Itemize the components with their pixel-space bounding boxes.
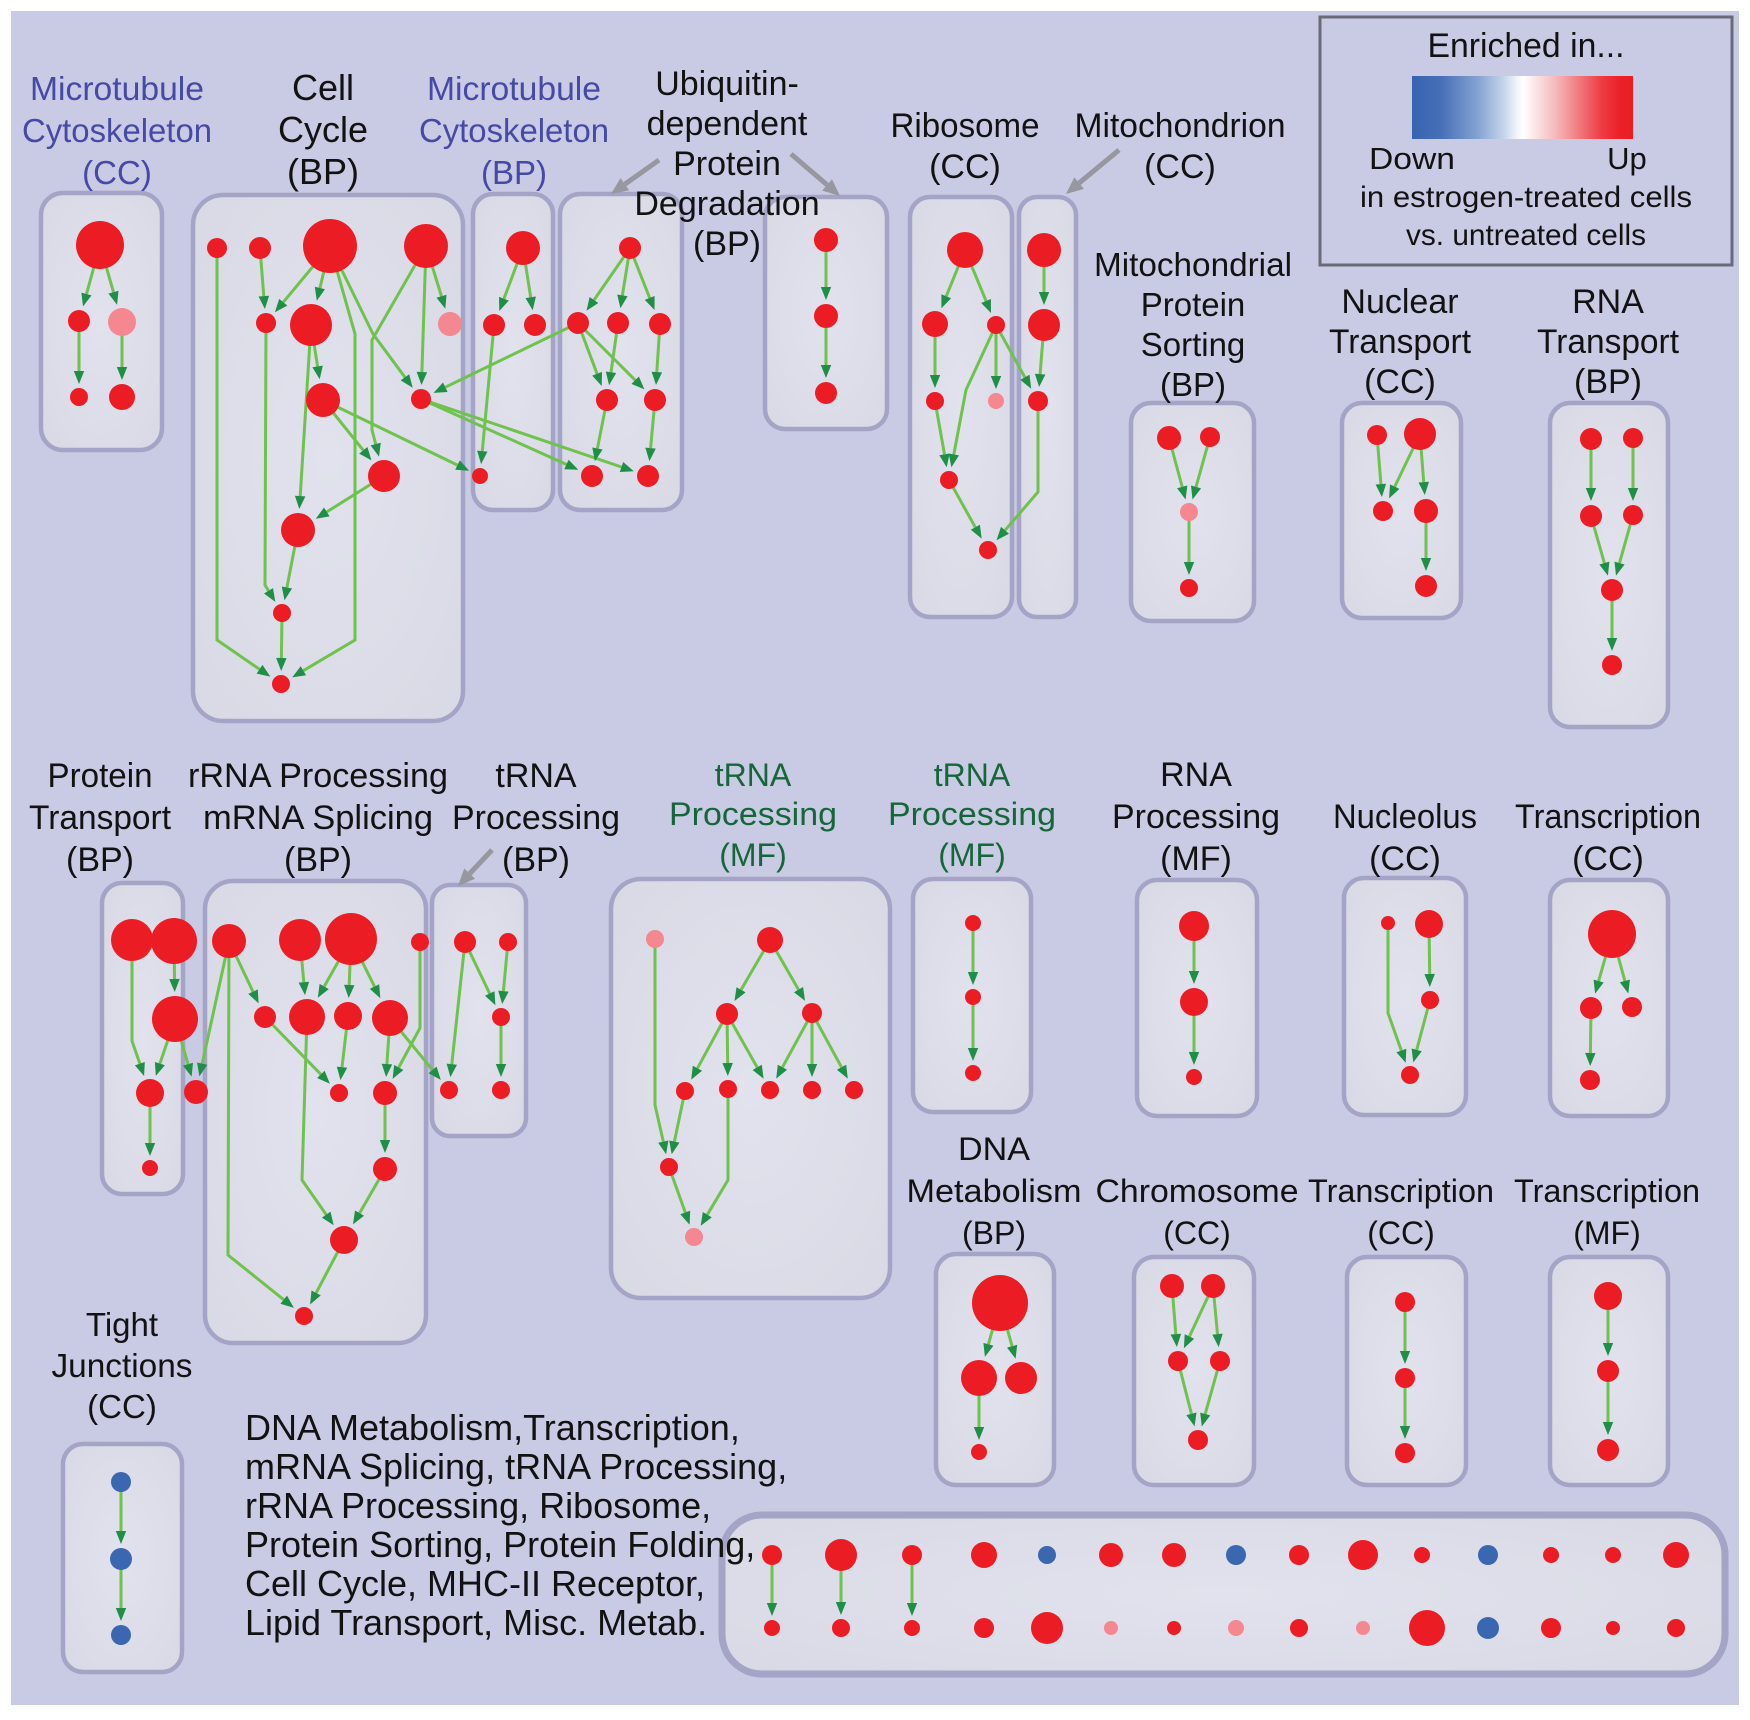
svg-text:mRNA Splicing: mRNA Splicing: [203, 799, 433, 837]
svg-text:(BP): (BP): [502, 841, 570, 879]
svg-text:Processing: Processing: [888, 796, 1056, 832]
svg-text:Lipid Transport, Misc. Metab.: Lipid Transport, Misc. Metab.: [245, 1602, 707, 1643]
svg-text:Cytoskeleton: Cytoskeleton: [419, 112, 609, 149]
svg-text:Enriched in...: Enriched in...: [1428, 27, 1625, 65]
svg-text:Down: Down: [1369, 141, 1455, 176]
svg-text:RNA: RNA: [1160, 756, 1232, 794]
svg-text:(BP): (BP): [1574, 363, 1642, 401]
svg-text:Ribosome: Ribosome: [891, 107, 1040, 145]
svg-text:rRNA Processing, Ribosome,: rRNA Processing, Ribosome,: [245, 1485, 711, 1526]
svg-text:Up: Up: [1607, 141, 1647, 176]
svg-text:Microtubule: Microtubule: [427, 70, 601, 107]
svg-text:Tight: Tight: [86, 1306, 158, 1343]
svg-text:Transport: Transport: [1329, 323, 1472, 361]
svg-text:tRNA: tRNA: [934, 757, 1011, 793]
svg-text:(CC): (CC): [1364, 363, 1436, 401]
svg-text:mRNA Splicing, tRNA Processing: mRNA Splicing, tRNA Processing,: [245, 1446, 787, 1487]
svg-text:Protein: Protein: [1141, 286, 1246, 323]
svg-text:(MF): (MF): [1160, 840, 1232, 878]
svg-text:tRNA: tRNA: [715, 757, 792, 793]
svg-text:Cytoskeleton: Cytoskeleton: [22, 112, 212, 149]
svg-text:Transcription: Transcription: [1308, 1173, 1494, 1209]
svg-text:RNA: RNA: [1572, 283, 1644, 321]
svg-text:Protein Sorting, Protein Foldi: Protein Sorting, Protein Folding,: [245, 1524, 755, 1565]
svg-text:rRNA Processing: rRNA Processing: [188, 757, 448, 795]
svg-text:vs. untreated cells: vs. untreated cells: [1406, 219, 1646, 252]
svg-text:tRNA: tRNA: [495, 757, 577, 795]
svg-text:Metabolism: Metabolism: [907, 1173, 1082, 1209]
svg-text:(CC): (CC): [82, 154, 152, 191]
svg-text:Transcription: Transcription: [1514, 1173, 1700, 1209]
svg-text:Processing: Processing: [1112, 798, 1280, 836]
svg-text:(BP): (BP): [284, 841, 352, 879]
svg-text:(BP): (BP): [962, 1215, 1026, 1251]
svg-text:(CC): (CC): [1163, 1215, 1231, 1251]
svg-text:Processing: Processing: [452, 799, 620, 837]
svg-text:(BP): (BP): [693, 225, 761, 263]
svg-text:(CC): (CC): [1367, 1215, 1435, 1251]
svg-text:Cell: Cell: [292, 67, 354, 108]
svg-text:(BP): (BP): [481, 154, 547, 191]
svg-text:(BP): (BP): [287, 151, 359, 192]
svg-text:(MF): (MF): [719, 837, 787, 873]
svg-text:Sorting: Sorting: [1141, 326, 1246, 363]
svg-text:Microtubule: Microtubule: [30, 70, 204, 107]
svg-text:Protein: Protein: [673, 145, 781, 183]
svg-text:Chromosome: Chromosome: [1096, 1173, 1299, 1209]
svg-text:Nuclear: Nuclear: [1341, 283, 1458, 321]
svg-text:Ubiquitin-: Ubiquitin-: [655, 65, 799, 103]
svg-text:Transcription: Transcription: [1515, 798, 1701, 836]
svg-text:Transport: Transport: [29, 799, 172, 837]
svg-text:DNA: DNA: [958, 1131, 1031, 1167]
svg-text:(CC): (CC): [87, 1388, 157, 1425]
svg-text:Mitochondrial: Mitochondrial: [1094, 246, 1292, 283]
svg-text:(BP): (BP): [66, 841, 134, 879]
svg-text:DNA Metabolism,Transcription,: DNA Metabolism,Transcription,: [245, 1407, 740, 1448]
svg-text:Protein: Protein: [48, 757, 153, 795]
svg-text:Cycle: Cycle: [278, 109, 368, 150]
svg-text:(CC): (CC): [929, 148, 1001, 186]
svg-text:(CC): (CC): [1572, 840, 1644, 878]
svg-text:(BP): (BP): [1160, 366, 1226, 403]
svg-text:dependent: dependent: [647, 105, 808, 143]
svg-text:Processing: Processing: [669, 796, 837, 832]
svg-text:(CC): (CC): [1369, 840, 1441, 878]
svg-text:(MF): (MF): [938, 837, 1006, 873]
svg-text:Junctions: Junctions: [52, 1347, 193, 1384]
svg-text:(MF): (MF): [1573, 1215, 1641, 1251]
svg-text:Transport: Transport: [1537, 323, 1680, 361]
svg-text:in estrogen-treated cells: in estrogen-treated cells: [1360, 181, 1692, 214]
svg-text:Cell Cycle, MHC-II Receptor,: Cell Cycle, MHC-II Receptor,: [245, 1563, 705, 1604]
svg-text:Nucleolus: Nucleolus: [1333, 798, 1477, 836]
svg-text:Degradation: Degradation: [634, 185, 819, 223]
svg-text:(CC): (CC): [1144, 148, 1216, 186]
svg-text:Mitochondrion: Mitochondrion: [1075, 107, 1286, 145]
